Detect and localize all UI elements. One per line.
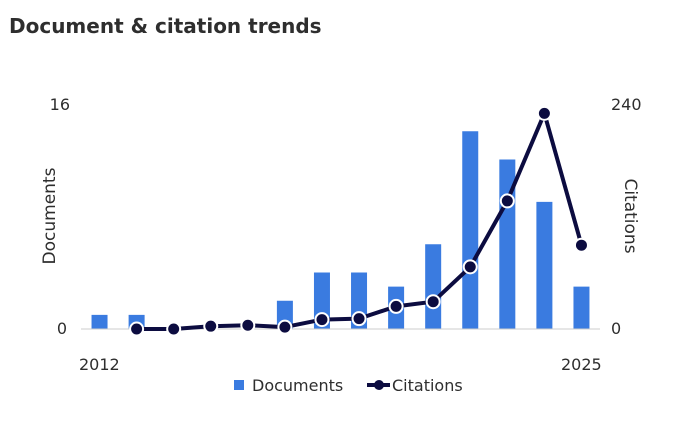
left-y-tick-min: 0	[57, 319, 67, 338]
citations-point-2025	[573, 237, 589, 253]
legend: Documents Citations	[234, 376, 463, 395]
left-y-tick-max: 16	[50, 95, 70, 114]
citations-point-2017	[277, 319, 293, 335]
legend-documents-label: Documents	[252, 376, 343, 395]
citations-point-2014	[166, 321, 182, 337]
right-y-tick-max: 240	[611, 95, 642, 114]
citations-point-2019	[351, 311, 367, 327]
right-y-axis-title: Citations	[620, 178, 640, 253]
documents-bar-2021	[425, 244, 442, 329]
citations-points	[129, 105, 589, 337]
documents-bar-2012	[91, 314, 108, 329]
documents-bars	[91, 131, 590, 329]
citations-point-2023	[499, 193, 515, 209]
legend-citations-label: Citations	[392, 376, 463, 395]
documents-bar-2025	[573, 286, 590, 329]
citations-point-2020	[388, 298, 404, 314]
left-y-axis-title: Documents	[40, 167, 60, 264]
citations-point-2024	[536, 105, 552, 121]
citations-point-2022	[462, 259, 478, 275]
legend-documents-swatch	[234, 380, 244, 390]
chart-title: Document & citation trends	[9, 14, 322, 38]
citations-point-2015	[203, 318, 219, 334]
x-tick-last: 2025	[561, 355, 602, 374]
documents-bar-2022	[462, 131, 479, 329]
right-y-tick-min: 0	[611, 319, 621, 338]
citations-point-2018	[314, 312, 330, 328]
documents-bar-2024	[536, 201, 553, 329]
legend-citations-swatch-dot	[374, 380, 384, 390]
citations-point-2021	[425, 294, 441, 310]
citations-point-2016	[240, 317, 256, 333]
x-tick-first: 2012	[79, 355, 120, 374]
citations-point-2013	[129, 321, 145, 337]
